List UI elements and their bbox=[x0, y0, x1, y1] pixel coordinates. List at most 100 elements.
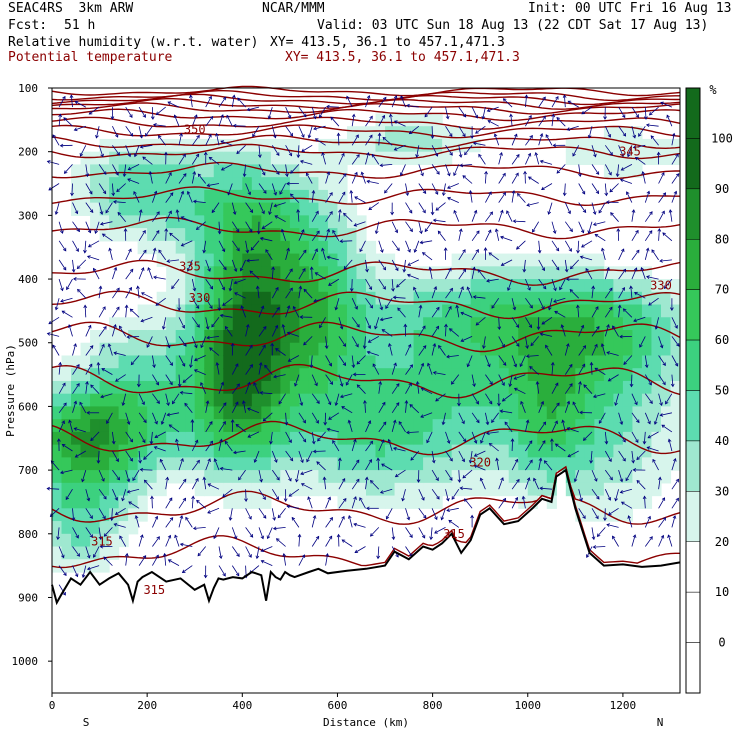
rh-cell bbox=[147, 482, 158, 497]
wind-vector bbox=[378, 259, 386, 271]
rh-cell bbox=[147, 177, 158, 191]
rh-cell bbox=[175, 368, 186, 382]
rh-cell bbox=[356, 266, 367, 280]
rh-cell bbox=[651, 355, 662, 369]
rh-cell bbox=[52, 431, 63, 446]
wind-arrowhead bbox=[196, 459, 200, 464]
wind-arrowhead bbox=[71, 268, 76, 273]
wind-arrowhead bbox=[502, 172, 506, 177]
rh-cell bbox=[137, 393, 148, 408]
rh-cell bbox=[232, 291, 243, 306]
wind-arrowhead bbox=[596, 495, 600, 500]
rh-cell bbox=[232, 495, 243, 509]
wind-arrowhead bbox=[539, 332, 544, 337]
wind-vector bbox=[152, 107, 154, 120]
wind-arrowhead bbox=[274, 215, 279, 219]
rh-cell bbox=[480, 317, 491, 331]
rh-cell bbox=[622, 393, 634, 408]
wind-vector bbox=[151, 496, 153, 509]
wind-arrowhead bbox=[222, 493, 226, 498]
wind-arrowhead bbox=[155, 302, 160, 306]
rh-cell bbox=[156, 393, 167, 408]
rh-cell bbox=[242, 355, 253, 369]
wind-vector bbox=[222, 488, 233, 497]
theta-contour-line bbox=[51, 161, 680, 180]
wind-arrowhead bbox=[620, 153, 625, 158]
rh-cell bbox=[289, 215, 300, 229]
rh-cell bbox=[327, 380, 339, 395]
wind-vector bbox=[187, 191, 193, 203]
wind-arrowhead bbox=[448, 267, 452, 272]
wind-vector bbox=[101, 368, 113, 375]
wind-vector bbox=[458, 229, 462, 241]
wind-vector bbox=[125, 305, 128, 318]
wind-arrowhead bbox=[488, 252, 493, 256]
wind-vector bbox=[146, 336, 153, 348]
wind-arrowhead bbox=[464, 498, 468, 502]
rh-cell bbox=[537, 470, 548, 484]
wind-vector bbox=[378, 97, 387, 108]
wind-vector bbox=[182, 565, 193, 573]
rh-cell bbox=[584, 342, 595, 357]
wind-vector bbox=[351, 154, 360, 165]
wind-vector bbox=[604, 450, 612, 462]
rh-cell bbox=[61, 368, 72, 382]
wind-arrowhead bbox=[219, 438, 223, 443]
wind-arrowhead bbox=[237, 97, 241, 102]
rh-cell bbox=[603, 457, 614, 471]
wind-arrowhead bbox=[569, 265, 574, 270]
wind-arrowhead bbox=[553, 299, 557, 303]
wind-vector bbox=[271, 488, 279, 500]
rh-cell bbox=[385, 138, 396, 153]
wind-arrowhead bbox=[430, 211, 435, 216]
wind-vector bbox=[218, 240, 225, 252]
theta-contour-line bbox=[51, 134, 681, 150]
rh-cell bbox=[518, 393, 529, 408]
rh-cell bbox=[527, 253, 538, 267]
wind-arrowhead bbox=[561, 419, 565, 424]
rh-cell bbox=[442, 393, 453, 408]
wind-arrowhead bbox=[286, 305, 291, 309]
wind-vector bbox=[271, 164, 280, 175]
rh-cell bbox=[175, 151, 186, 166]
wind-arrowhead bbox=[140, 534, 144, 539]
rh-cell bbox=[166, 470, 177, 484]
rh-cell bbox=[137, 355, 148, 369]
wind-vector bbox=[431, 126, 433, 139]
wind-vector bbox=[240, 259, 246, 271]
wind-vector bbox=[95, 221, 100, 234]
wind-vector bbox=[464, 498, 473, 509]
rh-cell bbox=[565, 330, 576, 344]
wind-arrowhead bbox=[247, 434, 252, 438]
rh-cell bbox=[61, 482, 72, 497]
colorbar-bin bbox=[685, 87, 701, 139]
wind-vector bbox=[77, 289, 87, 299]
rh-cell bbox=[337, 342, 348, 357]
wind-arrowhead bbox=[103, 495, 107, 500]
rh-cell bbox=[470, 470, 481, 484]
wind-arrowhead bbox=[556, 402, 560, 407]
wind-vector bbox=[89, 106, 100, 115]
wind-arrowhead bbox=[422, 514, 427, 519]
wind-vector bbox=[620, 179, 633, 184]
wind-vector bbox=[191, 114, 198, 127]
wind-vector bbox=[149, 171, 153, 184]
wind-arrowhead bbox=[261, 210, 265, 215]
wind-vector bbox=[231, 363, 239, 375]
rh-cell bbox=[280, 431, 291, 446]
wind-arrowhead bbox=[381, 114, 386, 119]
wind-arrowhead bbox=[601, 247, 605, 252]
wind-vector bbox=[491, 297, 500, 309]
wind-arrowhead bbox=[192, 526, 197, 531]
rh-cell bbox=[622, 482, 634, 497]
rh-cell bbox=[280, 151, 291, 166]
rh-cell bbox=[385, 291, 396, 306]
rh-cell bbox=[289, 266, 300, 280]
rh-cell bbox=[308, 164, 320, 178]
wind-arrowhead bbox=[529, 365, 533, 370]
rh-cell bbox=[413, 393, 424, 408]
wind-arrowhead bbox=[462, 113, 467, 118]
wind-arrowhead bbox=[581, 363, 586, 368]
rh-cell bbox=[223, 419, 234, 433]
wind-arrowhead bbox=[379, 317, 384, 322]
